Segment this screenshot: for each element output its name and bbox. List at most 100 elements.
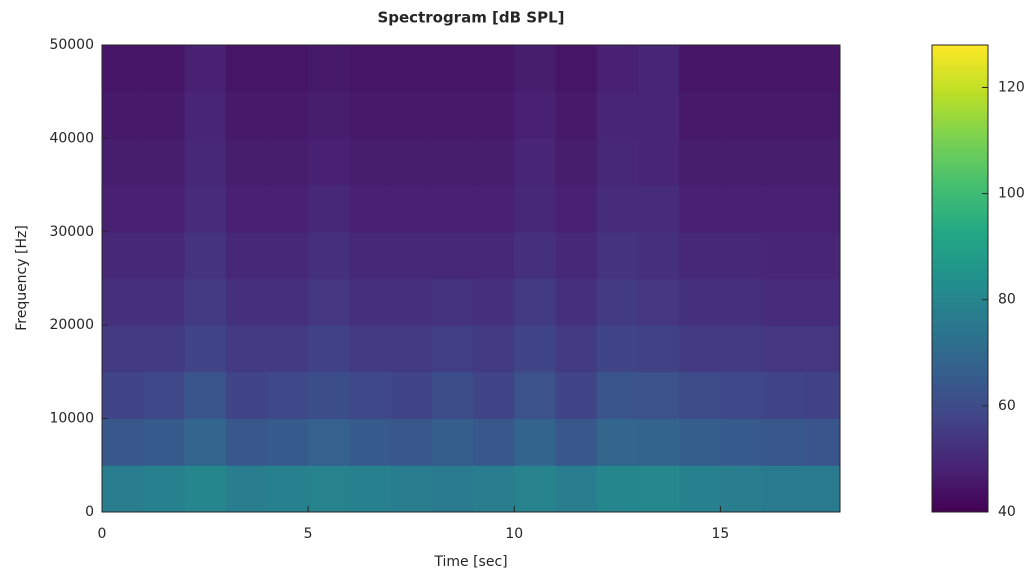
colorbar-swatch xyxy=(932,270,988,276)
colorbar-swatch xyxy=(932,430,988,435)
heatmap-cell xyxy=(349,325,392,373)
heatmap-cell xyxy=(761,185,804,233)
colorbar-swatch xyxy=(932,64,988,69)
heatmap-cell xyxy=(679,325,721,373)
heatmap-cell xyxy=(720,45,763,93)
heatmap-cell xyxy=(225,465,268,513)
colorbar-swatch xyxy=(932,83,988,89)
colorbar-swatch xyxy=(932,118,988,124)
colorbar-swatch xyxy=(932,309,988,315)
colorbar-swatch xyxy=(932,115,988,120)
colorbar-swatch xyxy=(932,344,988,350)
heatmap-cell xyxy=(266,45,309,93)
colorbar-frame xyxy=(931,44,989,513)
colorbar-tick-label: 60 xyxy=(998,398,1016,414)
heatmap-cell xyxy=(431,45,474,93)
heatmap-cell xyxy=(761,325,804,373)
heatmap-cell xyxy=(679,138,721,186)
colorbar-swatch xyxy=(932,177,988,182)
colorbar-swatch xyxy=(932,395,988,400)
heatmap-cell xyxy=(431,231,474,279)
x-tick-label: 15 xyxy=(712,526,730,542)
colorbar-swatch xyxy=(932,91,988,97)
colorbar-swatch xyxy=(932,457,988,462)
heatmap-cell xyxy=(802,418,841,466)
heatmap-cell xyxy=(720,278,763,326)
heatmap-cell xyxy=(555,91,598,139)
heatmap-cell xyxy=(184,138,227,186)
heatmap-cell xyxy=(308,45,350,93)
heatmap-cell xyxy=(308,371,350,420)
heatmap-cell xyxy=(596,418,639,466)
heatmap-cell xyxy=(514,465,557,513)
colorbar-swatch xyxy=(932,103,988,108)
colorbar-swatch xyxy=(932,239,988,244)
heatmap-cell xyxy=(308,278,350,326)
heatmap-cell xyxy=(266,465,309,513)
heatmap-cell xyxy=(143,231,185,279)
y-tick-label: 10000 xyxy=(49,411,94,427)
colorbar-swatch xyxy=(932,56,988,62)
heatmap-cell xyxy=(349,91,392,139)
heatmap-cell xyxy=(473,325,515,373)
heatmap-cell xyxy=(720,91,763,139)
heatmap-cell xyxy=(308,138,350,186)
colorbar-swatch xyxy=(932,504,988,509)
x-axis-label: Time [sec] xyxy=(433,554,507,570)
heatmap-cell xyxy=(679,371,721,420)
heatmap-cell xyxy=(349,278,392,326)
colorbar-tick-label: 40 xyxy=(998,504,1016,520)
heatmap-cell xyxy=(349,45,392,93)
colorbar-swatch xyxy=(932,255,988,260)
colorbar-swatch xyxy=(932,336,988,342)
colorbar-swatch xyxy=(932,387,988,392)
heatmap-cell xyxy=(143,418,185,466)
heatmap-cell xyxy=(720,418,763,466)
heatmap-cell xyxy=(308,465,350,513)
heatmap-cell xyxy=(308,231,350,279)
heatmap-cell xyxy=(720,325,763,373)
y-tick-label: 50000 xyxy=(49,37,94,53)
colorbar-swatch xyxy=(932,375,988,381)
colorbar-swatch xyxy=(932,247,988,252)
heatmap-cell xyxy=(596,278,639,326)
heatmap-cell xyxy=(596,45,639,93)
heatmap-cell xyxy=(473,45,515,93)
heatmap-cell xyxy=(225,278,268,326)
heatmap-cell xyxy=(143,371,185,420)
heatmap-cell xyxy=(555,371,598,420)
colorbar-swatch xyxy=(932,235,988,241)
colorbar-swatch xyxy=(932,48,988,54)
colorbar-swatch xyxy=(932,196,988,202)
heatmap-cell xyxy=(596,91,639,139)
heatmap-cell xyxy=(349,138,392,186)
colorbar-swatch xyxy=(932,449,988,455)
heatmap-cell xyxy=(720,231,763,279)
colorbar-swatch xyxy=(932,122,988,128)
colorbar-swatch xyxy=(932,496,988,501)
heatmap-cell xyxy=(637,185,680,233)
colorbar-swatch xyxy=(932,87,988,93)
colorbar-swatch xyxy=(932,200,988,206)
colorbar-swatch xyxy=(932,348,988,353)
heatmap-cell xyxy=(596,138,639,186)
heatmap-cell xyxy=(349,371,392,420)
colorbar-swatch xyxy=(932,383,988,388)
heatmap-cell xyxy=(266,371,309,420)
heatmap-cell xyxy=(555,465,598,513)
colorbar-swatch xyxy=(932,434,988,439)
colorbar-swatch xyxy=(932,297,988,303)
colorbar-swatch xyxy=(932,418,988,423)
heatmap-cell xyxy=(225,185,268,233)
colorbar-swatch xyxy=(932,356,988,361)
heatmap-cell xyxy=(637,45,680,93)
plot-frame xyxy=(101,44,841,513)
colorbar-swatch xyxy=(932,68,988,73)
colorbar-swatch xyxy=(932,469,988,474)
y-tick-label: 40000 xyxy=(49,130,94,146)
heatmap-cell xyxy=(431,325,474,373)
colorbar-swatch xyxy=(932,60,988,65)
heatmap-cell xyxy=(637,91,680,139)
heatmap-cell xyxy=(184,91,227,139)
colorbar-swatch xyxy=(932,231,988,237)
